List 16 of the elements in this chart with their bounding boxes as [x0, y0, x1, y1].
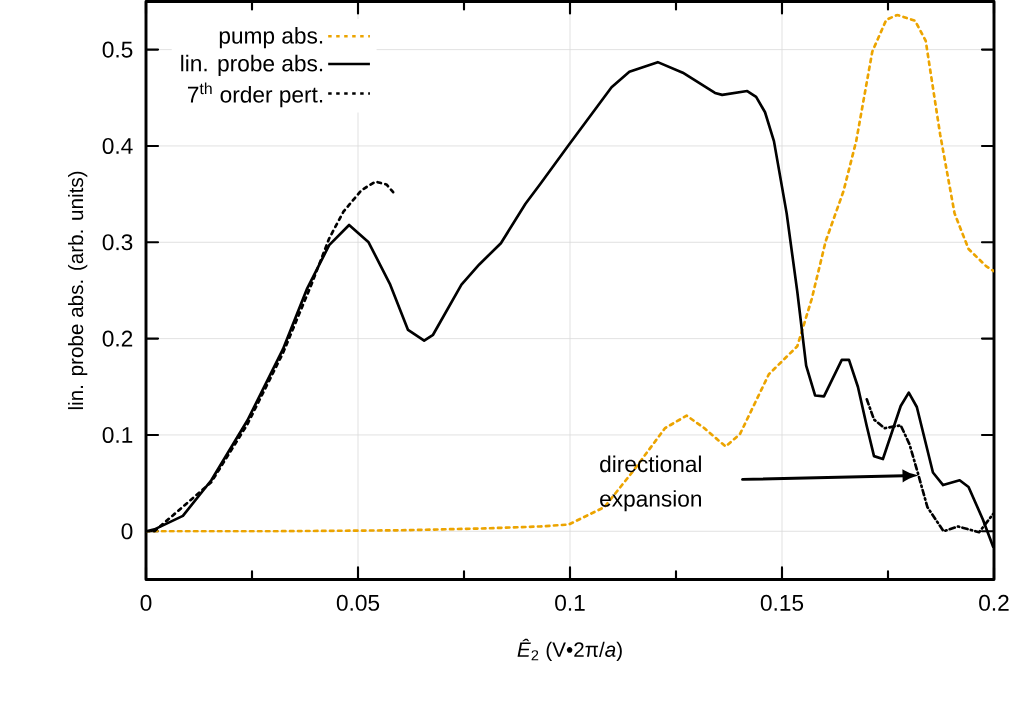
y-axis-title: lin. probe abs. (arb. units) [68, 171, 88, 409]
y-tick-label: 0 [121, 523, 133, 540]
y-tick-label: 0.5 [102, 41, 133, 58]
x-tick-label: 0.15 [760, 594, 804, 611]
x-tick-label: 0.1 [555, 594, 585, 611]
x-axis-title: Ê$_{2}$ (V•2π/a) [517, 638, 622, 661]
x-tick-label: 0 [140, 594, 152, 611]
legend-label: lin. probe abs. [181, 54, 323, 76]
y-tick-label: 0.4 [102, 137, 133, 154]
y-tick-label: 0.2 [102, 330, 133, 347]
x-tick-label: 0.05 [336, 594, 380, 611]
y-tick-label: 0.3 [102, 234, 133, 251]
y-tick-label: 0.1 [102, 426, 133, 443]
legend-label: 7$^{th}$ order pert. [188, 82, 323, 107]
x-tick-label: 0.2 [979, 594, 1009, 611]
legend-label: pump abs. [219, 26, 323, 48]
